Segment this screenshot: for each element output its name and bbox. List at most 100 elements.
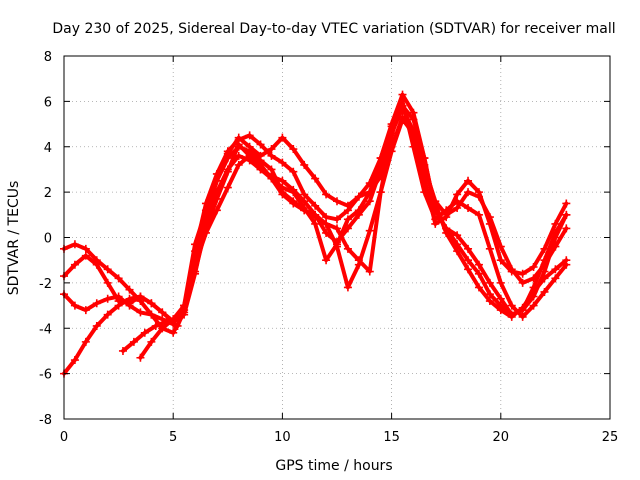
data-point-marker <box>551 274 560 283</box>
data-point-marker <box>118 346 127 355</box>
y-axis-tick-labels: -8 -6 -4 -2 0 2 4 6 8 <box>39 50 52 428</box>
data-point-marker <box>496 278 505 287</box>
data-point-marker <box>496 306 505 315</box>
data-point-marker <box>322 190 331 199</box>
data-point-marker <box>245 151 254 160</box>
data-point-marker <box>354 206 363 215</box>
data-point-marker <box>540 274 549 283</box>
data-point-marker <box>507 310 516 319</box>
data-point-marker <box>70 240 79 249</box>
data-point-marker <box>453 247 462 256</box>
data-point-marker <box>398 101 407 110</box>
data-point-marker <box>300 160 309 169</box>
data-point-marker <box>540 287 549 296</box>
data-point-marker <box>343 244 352 253</box>
data-point-marker <box>92 299 101 308</box>
data-point-marker <box>278 133 287 142</box>
series-line-track-3 <box>62 106 569 376</box>
data-point-marker <box>129 337 138 346</box>
axis-ticks <box>63 55 611 420</box>
data-point-marker <box>485 244 494 253</box>
data-point-marker <box>496 294 505 303</box>
chart-title: Day 230 of 2025, Sidereal Day-to-day VTE… <box>52 21 615 37</box>
data-point-marker <box>474 283 483 292</box>
data-point-marker <box>387 147 396 156</box>
data-point-marker <box>311 219 320 228</box>
data-point-marker <box>376 154 385 163</box>
data-point-marker <box>442 224 451 233</box>
data-point-marker <box>551 228 560 237</box>
data-point-marker <box>140 328 149 337</box>
data-series <box>60 90 571 378</box>
data-point-marker <box>147 337 156 346</box>
data-point-marker <box>245 131 254 140</box>
data-point-marker <box>365 197 374 206</box>
data-point-marker <box>103 265 112 274</box>
data-point-marker <box>464 256 473 265</box>
data-point-marker <box>464 176 473 185</box>
data-point-marker <box>136 308 145 317</box>
data-point-marker <box>234 140 243 149</box>
data-point-marker <box>191 240 200 249</box>
data-point-marker <box>431 219 440 228</box>
data-point-marker <box>256 151 265 160</box>
data-point-marker <box>278 176 287 185</box>
data-point-marker <box>333 224 341 233</box>
data-point-marker <box>289 145 298 154</box>
data-point-marker <box>562 210 571 219</box>
data-point-marker <box>300 190 309 199</box>
y-tick-label: -4 <box>39 322 52 337</box>
y-tick-label: -8 <box>39 413 52 428</box>
x-axis-tick-labels: 0 5 10 15 20 25 <box>60 430 618 445</box>
data-point-marker <box>267 165 276 174</box>
data-point-marker <box>223 183 232 192</box>
data-point-marker <box>474 269 483 278</box>
data-point-marker <box>125 285 134 294</box>
data-point-marker <box>151 321 160 330</box>
data-point-marker <box>376 188 385 197</box>
series-line-track-5 <box>121 103 569 353</box>
data-point-marker <box>485 297 494 306</box>
data-point-marker <box>343 201 352 210</box>
data-point-marker <box>81 244 90 253</box>
data-point-marker <box>311 213 320 222</box>
data-point-marker <box>442 210 451 219</box>
data-point-marker <box>453 231 462 240</box>
data-point-marker <box>289 167 298 176</box>
data-point-marker <box>420 163 429 172</box>
data-point-marker <box>81 251 90 260</box>
data-point-marker <box>453 190 462 199</box>
data-point-marker <box>398 90 407 99</box>
data-point-marker <box>333 242 341 251</box>
data-point-marker <box>365 267 374 276</box>
data-point-marker <box>343 283 352 292</box>
data-point-marker <box>267 151 276 160</box>
grid <box>64 56 610 419</box>
data-point-marker <box>289 188 298 197</box>
data-point-marker <box>169 328 178 337</box>
data-point-marker <box>529 301 538 310</box>
data-point-marker <box>485 278 494 287</box>
data-point-marker <box>256 140 265 149</box>
data-point-marker <box>70 260 79 269</box>
series-line-track-6 <box>138 117 569 360</box>
data-point-marker <box>322 256 331 265</box>
y-tick-label: 2 <box>44 186 52 201</box>
x-tick-label: 10 <box>274 430 291 445</box>
data-point-marker <box>551 242 560 251</box>
data-point-marker <box>365 226 374 235</box>
data-point-marker <box>234 133 243 142</box>
data-point-marker <box>191 260 200 269</box>
data-point-marker <box>173 321 182 330</box>
data-point-marker <box>136 353 145 362</box>
data-point-marker <box>343 215 352 224</box>
data-point-marker <box>431 197 440 206</box>
data-point-marker <box>322 219 331 228</box>
data-point-marker <box>518 278 527 287</box>
data-point-marker <box>562 199 571 208</box>
data-point-marker <box>551 219 560 228</box>
data-point-marker <box>529 274 538 283</box>
data-point-marker <box>223 149 232 158</box>
data-point-marker <box>496 256 505 265</box>
